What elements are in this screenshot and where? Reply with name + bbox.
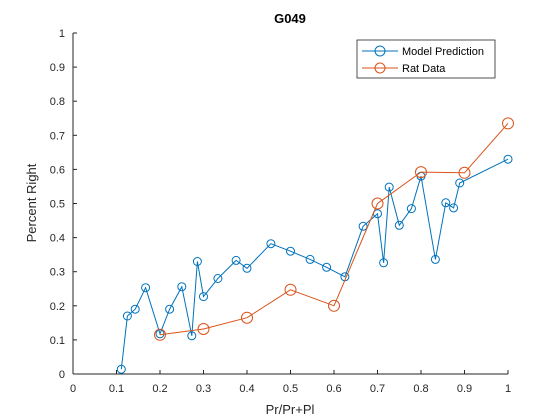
y-ticks: 0 0.1 0.2 0.3 0.4 0.5 0.6 0.7 0.8 0.9 1 — [50, 28, 77, 381]
chart-title: G049 — [274, 11, 306, 26]
data-point-model-prediction — [231, 255, 241, 265]
x-tick-label: 0 — [70, 383, 76, 395]
y-tick-label: 0.6 — [50, 164, 65, 176]
legend-label-model: Model Prediction — [402, 46, 484, 58]
data-point-model-prediction — [358, 221, 368, 231]
x-tick-label: 0.4 — [239, 383, 254, 395]
y-tick-label: 0.9 — [50, 62, 65, 74]
data-point-model-prediction — [192, 257, 202, 266]
x-tick-label: 0.5 — [283, 383, 298, 395]
data-point-model-prediction — [305, 254, 315, 264]
data-point-model-prediction — [199, 292, 208, 302]
x-ticks: 0 0.1 0.2 0.3 0.4 0.5 0.6 0.7 0.8 0.9 1 — [70, 370, 511, 395]
y-tick-label: 0 — [59, 369, 65, 381]
x-tick-label: 0.1 — [109, 383, 124, 395]
data-point-model-prediction — [449, 203, 459, 213]
series-rat-data — [154, 117, 514, 341]
data-point-model-prediction — [116, 364, 126, 374]
legend-marker-model — [374, 45, 386, 57]
x-axis-label: Pr/Pr+Pl — [266, 402, 315, 417]
data-point-model-prediction — [406, 204, 416, 214]
data-point-model-prediction — [503, 154, 513, 164]
data-point-rat-data — [328, 299, 340, 312]
y-tick-label: 0.4 — [50, 233, 65, 245]
data-point-rat-data — [415, 166, 427, 179]
data-point-model-prediction — [213, 274, 223, 283]
x-tick-label: 0.8 — [413, 383, 428, 395]
data-point-model-prediction — [141, 283, 151, 293]
data-point-model-prediction — [286, 246, 295, 256]
data-point-model-prediction — [130, 304, 140, 314]
y-tick-label: 0.7 — [50, 130, 65, 142]
x-tick-label: 1 — [505, 383, 511, 395]
x-tick-label: 0.2 — [152, 383, 167, 395]
data-point-rat-data — [371, 197, 384, 210]
y-tick-label: 0.5 — [50, 199, 65, 211]
data-point-model-prediction — [165, 304, 175, 314]
data-point-model-prediction — [379, 258, 389, 268]
data-point-rat-data — [502, 117, 514, 130]
series-line-rat-data — [159, 123, 509, 336]
series-layer — [116, 117, 514, 374]
data-point-model-prediction — [455, 178, 465, 188]
legend: Model Prediction Rat Data — [356, 39, 496, 79]
data-point-model-prediction — [384, 182, 394, 192]
data-point-model-prediction — [266, 239, 276, 249]
y-tick-label: 1 — [59, 28, 65, 40]
data-point-rat-data — [197, 323, 210, 335]
data-point-model-prediction — [122, 311, 132, 321]
data-point-model-prediction — [441, 198, 451, 208]
data-point-rat-data — [284, 283, 297, 296]
data-point-model-prediction — [394, 220, 404, 230]
x-tick-label: 0.3 — [196, 383, 211, 395]
x-tick-label: 0.9 — [457, 383, 472, 395]
y-axis-label: Percent Right — [24, 163, 39, 242]
legend-marker-rat — [374, 62, 386, 74]
x-tick-label: 0.7 — [370, 383, 385, 395]
legend-label-rat: Rat Data — [402, 63, 446, 75]
data-point-model-prediction — [242, 263, 252, 273]
data-point-rat-data — [154, 328, 166, 341]
data-point-model-prediction — [322, 262, 332, 272]
data-point-model-prediction — [187, 331, 197, 341]
x-tick-label: 0.6 — [326, 383, 341, 395]
data-point-model-prediction — [430, 254, 440, 264]
y-tick-label: 0.3 — [50, 267, 65, 279]
y-tick-label: 0.1 — [50, 335, 65, 347]
data-point-rat-data — [458, 166, 471, 179]
series-model-prediction — [116, 154, 513, 374]
y-tick-label: 0.2 — [50, 301, 65, 313]
data-point-model-prediction — [177, 282, 187, 292]
y-tick-label: 0.8 — [50, 96, 65, 108]
data-point-rat-data — [241, 311, 253, 324]
